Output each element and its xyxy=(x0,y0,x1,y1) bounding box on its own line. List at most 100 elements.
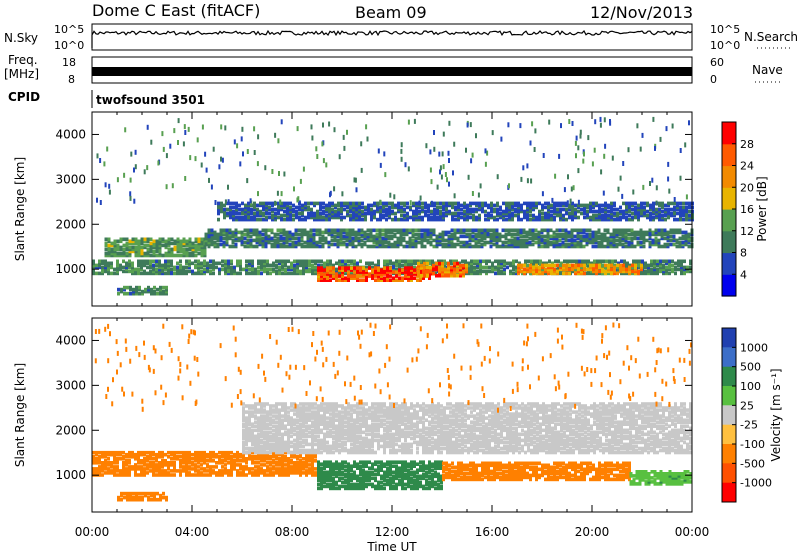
echo-cell xyxy=(152,465,155,469)
echo-cell xyxy=(360,238,364,243)
echo-cell xyxy=(628,203,631,208)
echo-cell xyxy=(407,266,410,270)
echo-cell xyxy=(291,234,295,239)
echo-cell xyxy=(158,463,161,467)
echo-cell xyxy=(104,455,107,459)
echo-cell xyxy=(496,201,499,206)
echo-cell xyxy=(101,267,104,272)
echo-cell xyxy=(395,274,398,278)
echo-cell xyxy=(435,267,438,272)
echo-cell xyxy=(619,217,622,222)
echo-cell xyxy=(371,276,374,280)
echo-cell xyxy=(320,472,323,477)
echo-cell xyxy=(117,287,120,292)
echo-cell xyxy=(393,244,397,249)
echo-cell xyxy=(203,473,206,477)
echo-cell xyxy=(155,455,158,459)
echo-cell xyxy=(440,259,443,264)
echo-cell xyxy=(441,261,444,266)
echo-cell xyxy=(248,261,251,266)
echo-cell xyxy=(125,461,128,465)
echo-cell xyxy=(210,236,214,241)
echo-cell xyxy=(203,245,207,250)
echo-cell xyxy=(612,238,616,243)
echo-cell xyxy=(318,244,322,249)
echo-cell xyxy=(394,205,397,210)
echo-cell xyxy=(143,269,146,274)
echo-cell xyxy=(599,271,602,276)
echo-cell xyxy=(125,473,128,477)
echo-cell xyxy=(670,207,673,212)
echo-cell xyxy=(671,259,674,264)
echo-cell xyxy=(474,234,478,239)
echo-cell xyxy=(508,213,511,218)
echo-cell xyxy=(535,267,538,272)
echo-cell xyxy=(305,459,308,463)
echo-cell xyxy=(167,265,170,270)
echo-cell xyxy=(370,209,373,214)
echo-cell xyxy=(134,247,138,252)
echo-cell xyxy=(493,217,496,222)
echo-cell xyxy=(278,452,281,457)
echo-cell xyxy=(104,450,107,455)
echo-cell xyxy=(511,213,514,218)
echo-cell xyxy=(375,234,379,239)
echo-cell xyxy=(592,205,595,210)
echo-cell xyxy=(131,247,135,252)
echo-cell xyxy=(421,205,424,210)
echo-cell xyxy=(329,484,332,489)
echo-cell xyxy=(128,263,131,268)
echo-cell xyxy=(275,457,278,461)
echo-cell xyxy=(317,476,320,481)
echo-cell xyxy=(147,287,150,292)
echo-cell xyxy=(245,459,248,463)
echo-cell xyxy=(281,473,284,477)
echo-cell xyxy=(203,459,206,463)
echo-cell xyxy=(219,234,223,239)
echo-cell xyxy=(326,478,329,483)
echo-cell xyxy=(162,285,165,290)
echo-cell xyxy=(317,472,320,477)
freq-tick-top: 18 xyxy=(62,56,76,69)
echo-cell xyxy=(173,450,176,455)
echo-cell xyxy=(676,205,679,210)
echo-cell xyxy=(644,263,647,268)
echo-cell xyxy=(631,201,634,206)
echo-cell xyxy=(212,261,215,266)
echo-cell xyxy=(450,232,454,237)
echo-cell xyxy=(441,271,444,276)
echo-cell xyxy=(492,242,496,247)
echo-cell xyxy=(664,213,667,218)
echo-cell xyxy=(407,263,410,268)
echo-cell xyxy=(213,242,217,247)
echo-cell xyxy=(607,217,610,222)
echo-cell xyxy=(229,211,232,216)
echo-cell xyxy=(104,247,108,252)
echo-cell xyxy=(273,240,277,245)
echo-cell xyxy=(547,271,550,276)
echo-cell xyxy=(434,271,437,276)
echo-cell xyxy=(522,165,525,171)
echo-cell xyxy=(650,269,653,274)
echo-cell xyxy=(218,450,221,455)
echo-cell xyxy=(391,203,394,208)
echo-cell xyxy=(600,236,604,241)
echo-cell xyxy=(499,213,502,218)
echo-cell xyxy=(576,228,580,233)
echo-cell xyxy=(597,230,601,235)
echo-cell xyxy=(197,455,200,459)
echo-cell xyxy=(351,232,355,237)
echo-cell xyxy=(391,217,394,222)
echo-cell xyxy=(234,230,238,235)
echo-cell xyxy=(185,471,188,475)
echo-cell xyxy=(399,238,403,243)
echo-cell xyxy=(400,156,403,162)
echo-cell xyxy=(200,271,203,276)
echo-cell xyxy=(263,452,266,457)
echo-cell xyxy=(247,207,250,212)
echo-cell xyxy=(244,209,247,214)
echo-cell xyxy=(483,230,487,235)
echo-cell xyxy=(517,271,520,276)
echo-cell xyxy=(245,269,248,274)
echo-cell xyxy=(635,261,638,266)
